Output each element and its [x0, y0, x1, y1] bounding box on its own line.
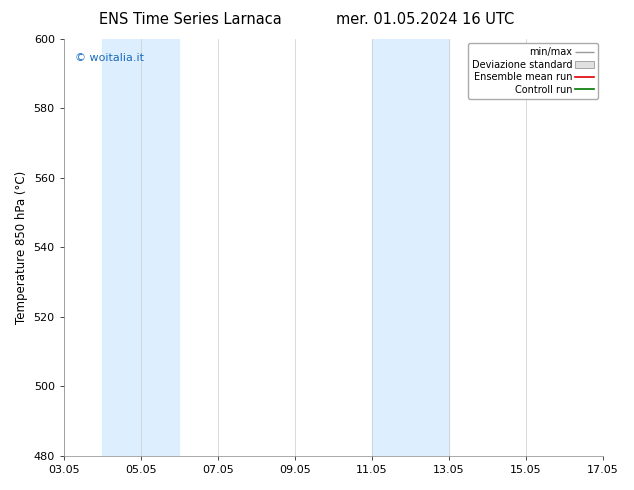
Text: mer. 01.05.2024 16 UTC: mer. 01.05.2024 16 UTC	[335, 12, 514, 27]
Legend: min/max, Deviazione standard, Ensemble mean run, Controll run: min/max, Deviazione standard, Ensemble m…	[468, 44, 598, 98]
Bar	[411, 39, 449, 456]
Bar	[141, 39, 179, 456]
Text: © woitalia.it: © woitalia.it	[75, 53, 144, 63]
Bar	[102, 39, 141, 456]
Y-axis label: Temperature 850 hPa (°C): Temperature 850 hPa (°C)	[15, 171, 28, 324]
Bar	[372, 39, 411, 456]
Text: ENS Time Series Larnaca: ENS Time Series Larnaca	[99, 12, 281, 27]
